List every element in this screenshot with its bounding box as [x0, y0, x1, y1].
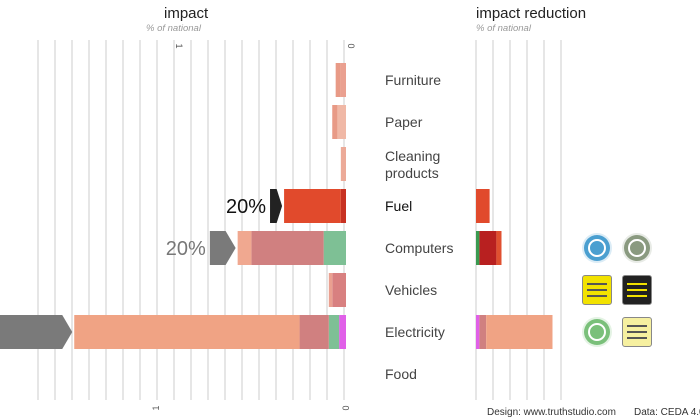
impact-bar-computers-segment-1: [251, 231, 324, 265]
vehicle-emissions-label-icon: [622, 275, 652, 305]
impact-bar-computers-segment-2: [237, 231, 252, 265]
epeat-icon: [622, 233, 652, 263]
design-credit: Design: www.truthstudio.com: [487, 407, 616, 418]
reduction-bar-computers-segment-2: [496, 231, 502, 265]
reduction-title: impact reduction: [476, 5, 586, 22]
percent-marker-electricity: [0, 315, 73, 349]
green-e-icon: [582, 317, 612, 347]
percent-marker-computers: [209, 231, 236, 265]
impact-bar-computers-segment-0: [323, 231, 346, 265]
reduction-subtitle: % of national: [476, 23, 532, 34]
impact-bars: [74, 63, 346, 349]
bottom-tick-label-0: 0: [341, 405, 351, 410]
category-label-fuel: Fuel: [385, 198, 412, 214]
impact-subtitle: % of national: [146, 23, 202, 34]
impact-bar-electricity-segment-0: [339, 315, 346, 349]
impact-bar-paper-segment-0: [337, 105, 346, 139]
impact-title: impact: [164, 5, 209, 22]
data-credit: Data: CEDA 4.0: [634, 407, 700, 418]
bottom-tick-label-1: 1: [151, 405, 161, 410]
reduction-bar-fuel-segment-0: [476, 189, 490, 223]
impact-bar-electricity-segment-3: [74, 315, 300, 349]
impact-bar-furniture-segment-1: [335, 63, 341, 97]
reduction-bar-computers-segment-1: [479, 231, 497, 265]
energy-certificate-icon: [622, 317, 652, 347]
category-label-vehicles: Vehicles: [385, 282, 437, 298]
reduction-bar-computers-segment-0: [476, 231, 480, 265]
impact-bar-vehicles-segment-0: [332, 273, 346, 307]
reduction-bar-electricity-segment-2: [486, 315, 553, 349]
reduction-bar-electricity-segment-0: [476, 315, 480, 349]
category-label-electricity: Electricity: [385, 324, 445, 340]
top-tick-label-0: 0: [346, 43, 356, 48]
category-labels: Furniture Paper Cleaning products Fuel Comput…: [385, 72, 453, 382]
category-label-computers: Computers: [385, 240, 453, 256]
percent-marker-fuel: [270, 189, 283, 223]
category-label-furniture: Furniture: [385, 72, 441, 88]
impact-bar-cleaning-products-segment-0: [340, 147, 346, 181]
impact-bar-electricity-segment-1: [328, 315, 340, 349]
percent-label-fuel: 20%: [226, 196, 266, 218]
impact-bar-vehicles-segment-1: [328, 273, 333, 307]
percent-label-computers: 20%: [166, 238, 206, 260]
fuel-economy-label-icon: [582, 275, 612, 305]
impact-bar-fuel-segment-0: [340, 189, 346, 223]
impact-bar-electricity-segment-2: [299, 315, 329, 349]
reduction-bar-electricity-segment-1: [479, 315, 487, 349]
impact-bar-fuel-segment-1: [284, 189, 341, 223]
category-label-food: Food: [385, 366, 417, 382]
reduction-bars: [476, 189, 553, 349]
category-label-paper: Paper: [385, 114, 423, 130]
category-label-cleaning-products: Cleaning products: [385, 148, 440, 181]
energy-star-icon: [582, 233, 612, 263]
impact-bar-paper-segment-1: [332, 105, 338, 139]
percent-markers: 20%20%20%: [0, 189, 283, 349]
top-tick-label-1: 1: [174, 43, 184, 48]
impact-bar-furniture-segment-0: [340, 63, 346, 97]
